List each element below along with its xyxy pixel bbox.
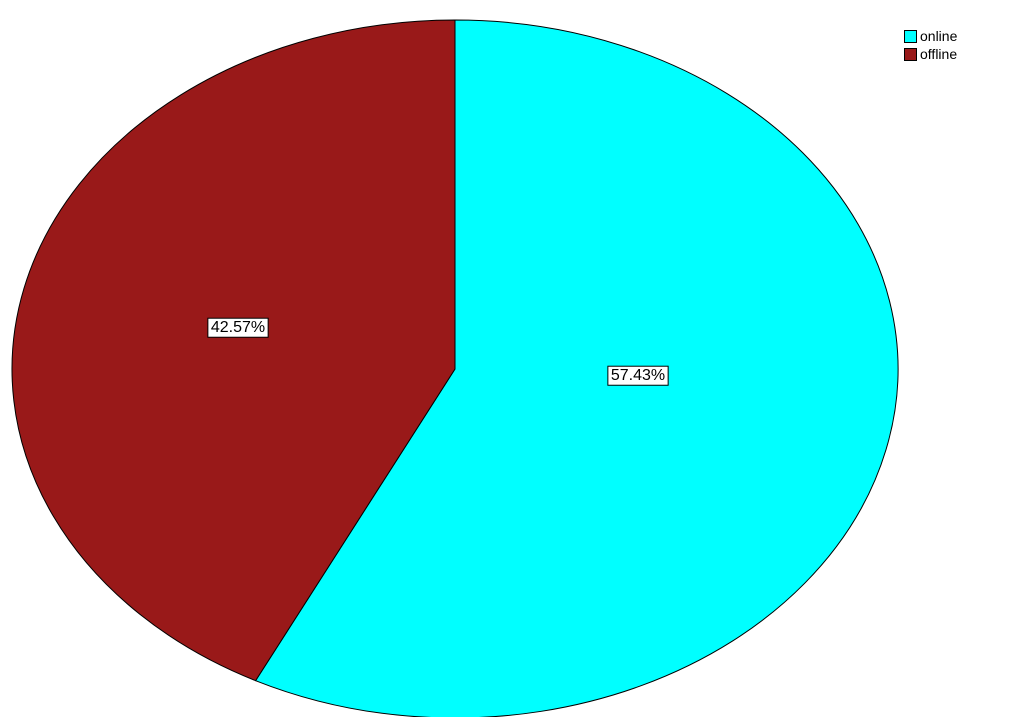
pie-slice-offline (11, 19, 456, 682)
pie-slices (11, 19, 899, 717)
data-label-text-online: 57.43% (611, 367, 665, 384)
legend-swatch-offline (904, 47, 917, 61)
legend-label-online: online (920, 28, 958, 44)
data-label-text-offline: 42.57% (211, 319, 265, 336)
legend-item-offline: offline (904, 45, 957, 63)
data-label-box-offline (207, 317, 269, 338)
data-label-offline: 42.57% (207, 317, 269, 338)
legend: online offline (904, 27, 957, 63)
data-label-online: 57.43% (607, 365, 669, 386)
data-label-box-online (607, 365, 669, 386)
legend-item-online: online (904, 27, 957, 45)
legend-swatch-online (904, 29, 917, 43)
legend-label-offline: offline (920, 46, 958, 62)
pie-data-labels: 57.43% 42.57% (207, 317, 669, 386)
